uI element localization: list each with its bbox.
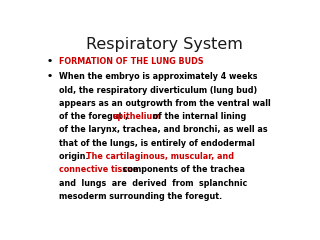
Text: of the foregut ,: of the foregut , — [59, 112, 128, 121]
Text: origin.: origin. — [59, 152, 94, 161]
Text: The cartilaginous, muscular, and: The cartilaginous, muscular, and — [86, 152, 234, 161]
Text: components of the trachea: components of the trachea — [120, 165, 245, 174]
Text: Respiratory System: Respiratory System — [85, 37, 243, 52]
Text: that of the lungs, is entirely of endodermal: that of the lungs, is entirely of endode… — [59, 139, 254, 148]
Text: appears as an outgrowth from the ventral wall: appears as an outgrowth from the ventral… — [59, 99, 270, 108]
Text: and  lungs  are  derived  from  splanchnic: and lungs are derived from splanchnic — [59, 179, 247, 188]
Text: of the larynx, trachea, and bronchi, as well as: of the larynx, trachea, and bronchi, as … — [59, 126, 267, 134]
Text: When the embryo is approximately 4 weeks: When the embryo is approximately 4 weeks — [59, 72, 257, 81]
Text: •: • — [46, 72, 52, 81]
Text: of the internal lining: of the internal lining — [150, 112, 246, 121]
Text: mesoderm surrounding the foregut.: mesoderm surrounding the foregut. — [59, 192, 222, 201]
Text: connective tissue: connective tissue — [59, 165, 138, 174]
Text: old, the respiratory diverticulum (lung bud): old, the respiratory diverticulum (lung … — [59, 85, 257, 95]
Text: epithelium: epithelium — [112, 112, 161, 121]
Text: FORMATION OF THE LUNG BUDS: FORMATION OF THE LUNG BUDS — [59, 57, 203, 66]
Text: •: • — [46, 57, 52, 66]
